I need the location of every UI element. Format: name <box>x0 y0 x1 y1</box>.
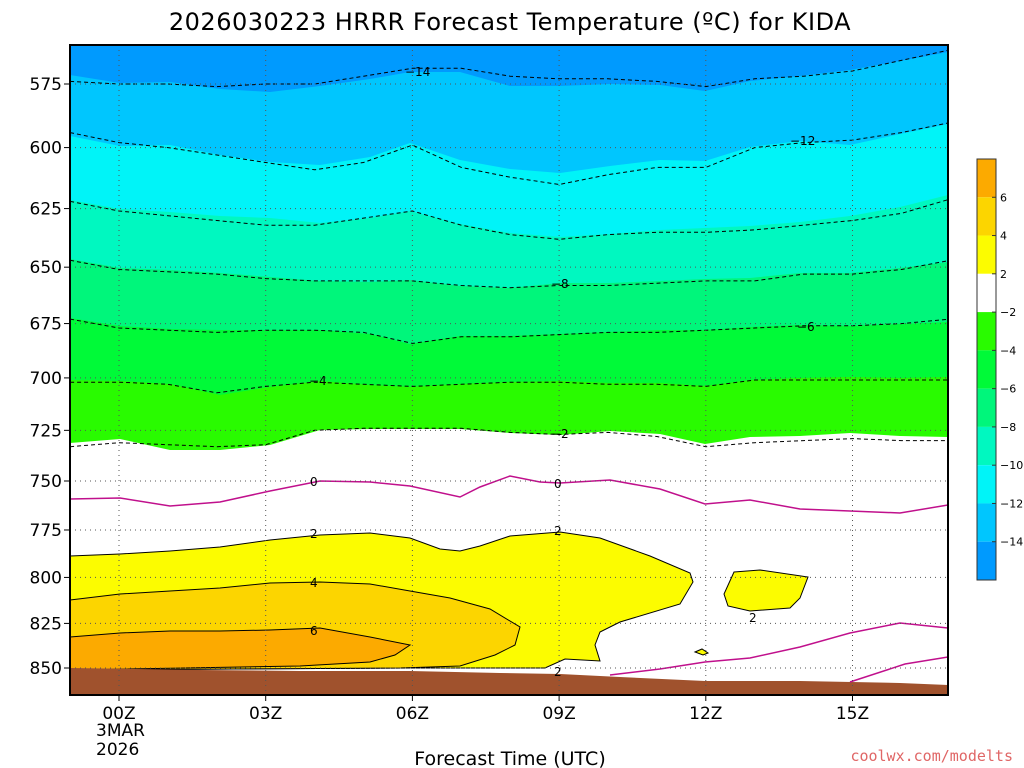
colorbar-swatch <box>977 273 996 313</box>
colorbar-swatch <box>977 503 996 542</box>
colorbar-label: −8 <box>1000 421 1016 434</box>
contour-0-lower-2 <box>849 656 948 683</box>
contour-line <box>70 379 948 394</box>
y-tick-label: 775 <box>30 521 62 541</box>
colorbar-label: −12 <box>1000 497 1023 510</box>
y-tick-label: 700 <box>30 369 62 389</box>
colorbar-label: 4 <box>1000 230 1007 243</box>
y-tick-label: 800 <box>30 568 62 588</box>
colorbar-swatch <box>977 197 996 236</box>
colorbar-label: −14 <box>1000 536 1023 549</box>
colorbar-swatch <box>977 235 996 274</box>
contour-label: −4 <box>309 374 327 388</box>
x-date-label-year: 2026 <box>96 740 139 760</box>
terrain <box>70 668 948 695</box>
colorbar-label: −4 <box>1000 344 1016 357</box>
colorbar-swatch <box>977 312 996 351</box>
colorbar-label: −2 <box>1000 306 1016 319</box>
contour-label: 2 <box>554 524 562 538</box>
y-tick-label: 750 <box>30 472 62 492</box>
contour-labels: −14 −12 −8 −6 −4 −2 0 0 2 2 2 2 4 6 <box>309 65 815 679</box>
y-axis: 575 600 625 650 675 700 725 750 775 800 825 850 <box>30 75 70 679</box>
y-tick-label: 850 <box>30 659 62 679</box>
contour-label: 2 <box>310 527 318 541</box>
contour-label: −6 <box>797 320 815 334</box>
x-axis-title: Forecast Time (UTC) <box>414 748 605 768</box>
colorbar: 6 4 2 −2 −4 −6 −8 −10 −12 −14 <box>976 158 1023 581</box>
contour-lines <box>70 49 948 448</box>
chart-title: 2026030223 HRRR Forecast Temperature (ºC… <box>169 8 851 36</box>
contour-label: 0 <box>554 477 562 491</box>
contour-label: −8 <box>551 277 569 291</box>
contour-line <box>70 122 948 186</box>
x-tick-label: 12Z <box>689 704 722 724</box>
colorbar-swatch <box>977 541 996 580</box>
colorbar-frame <box>976 158 997 581</box>
contour-label: 0 <box>310 475 318 489</box>
grid <box>70 45 948 695</box>
freezing-lines <box>70 475 948 683</box>
x-tick-label: 03Z <box>249 704 282 724</box>
contour-label: −12 <box>790 134 815 148</box>
colorbar-swatch <box>977 388 996 427</box>
contour-label: 4 <box>310 576 318 590</box>
colorbar-label: −6 <box>1000 383 1016 396</box>
colorbar-label: 2 <box>1000 268 1007 281</box>
contour-label: 2 <box>749 611 757 625</box>
x-tick-label: 06Z <box>396 704 429 724</box>
x-tick-label: 00Z <box>102 704 135 724</box>
x-tick-label: 09Z <box>542 704 575 724</box>
contour-line <box>70 427 948 448</box>
contour-label: −2 <box>551 427 569 441</box>
band-2-to-4-spot <box>693 648 710 656</box>
x-tick-label: 15Z <box>836 704 869 724</box>
contour-label: 6 <box>310 624 318 638</box>
colorbar-label: 6 <box>1000 191 1007 204</box>
y-tick-label: 650 <box>30 258 62 278</box>
contour-0-lower <box>609 622 948 676</box>
contour-line <box>70 259 948 289</box>
y-tick-label: 675 <box>30 315 62 335</box>
y-tick-label: 725 <box>30 421 62 441</box>
warm-layers <box>70 531 948 695</box>
contour-label: −14 <box>405 65 430 79</box>
contour-line <box>70 199 948 240</box>
y-tick-label: 600 <box>30 139 62 159</box>
contour-line <box>70 49 948 88</box>
y-tick-label: 575 <box>30 75 62 95</box>
colorbar-swatch <box>977 350 996 389</box>
y-tick-label: 825 <box>30 614 62 634</box>
colorbar-swatch <box>977 426 996 466</box>
x-axis: 00Z 03Z 06Z 09Z 12Z 15Z <box>102 695 869 724</box>
colorbar-swatch <box>977 159 996 198</box>
x-date-label-day: 3MAR <box>96 721 145 741</box>
band-2-to-4-island <box>723 569 809 612</box>
contour-line <box>70 318 948 344</box>
contour-label: 2 <box>554 665 562 679</box>
plot-frame <box>69 44 949 696</box>
colorbar-label: −10 <box>1000 459 1023 472</box>
colorbar-swatch <box>977 465 996 504</box>
contour-0 <box>70 475 948 514</box>
credit-text: coolwx.com/modelts <box>850 747 1013 765</box>
band-6-to-8-lobe <box>70 627 412 671</box>
y-tick-label: 625 <box>30 200 62 220</box>
